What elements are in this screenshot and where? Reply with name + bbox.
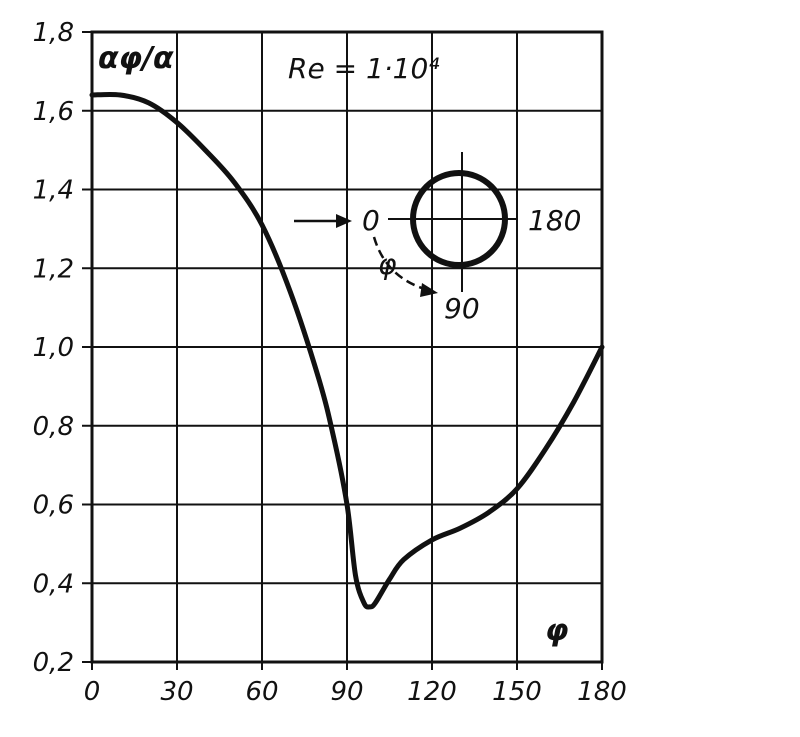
inset-label-phi: φ xyxy=(378,248,397,281)
y-tick-label: 0,8 xyxy=(33,412,74,442)
y-tick-label: 0,2 xyxy=(33,648,74,678)
y-axis-title: αφ/α xyxy=(98,41,174,76)
inset-label-0: 0 xyxy=(362,204,380,237)
y-tick-label: 1,4 xyxy=(33,176,74,206)
reynolds-annotation: Re = 1·10⁴ xyxy=(288,52,440,85)
y-tick-label: 0,4 xyxy=(33,569,74,599)
x-axis-ticks: 0 30 60 90 120 150 180 xyxy=(84,662,627,707)
x-tick-label: 180 xyxy=(577,677,627,707)
grid xyxy=(92,32,602,662)
data-curve xyxy=(89,91,605,610)
x-tick-label: 150 xyxy=(492,677,542,707)
y-tick-label: 1,8 xyxy=(33,18,74,48)
x-axis-title: φ xyxy=(545,613,568,648)
flow-arrow-head xyxy=(336,214,352,228)
inset-label-90: 90 xyxy=(444,292,480,325)
y-tick-label: 1,6 xyxy=(33,97,74,127)
x-tick-label: 60 xyxy=(245,677,278,707)
inset-diagram: 0 180 90 φ xyxy=(294,152,581,325)
y-tick-label: 0,6 xyxy=(33,491,74,521)
angle-arrow-head xyxy=(420,283,438,297)
x-tick-label: 30 xyxy=(160,677,193,707)
y-tick-label: 1,2 xyxy=(33,254,74,284)
angle-arrow xyxy=(372,236,429,292)
inset-label-180: 180 xyxy=(528,204,581,237)
x-tick-label: 0 xyxy=(84,677,101,707)
y-axis-ticks: 0,2 0,4 0,6 0,8 1,0 1,2 1,4 1,6 1,8 xyxy=(33,18,92,678)
y-tick-label: 1,0 xyxy=(33,333,74,363)
x-tick-label: 120 xyxy=(407,677,457,707)
cylinder-circle xyxy=(410,170,508,268)
x-tick-label: 90 xyxy=(330,677,363,707)
